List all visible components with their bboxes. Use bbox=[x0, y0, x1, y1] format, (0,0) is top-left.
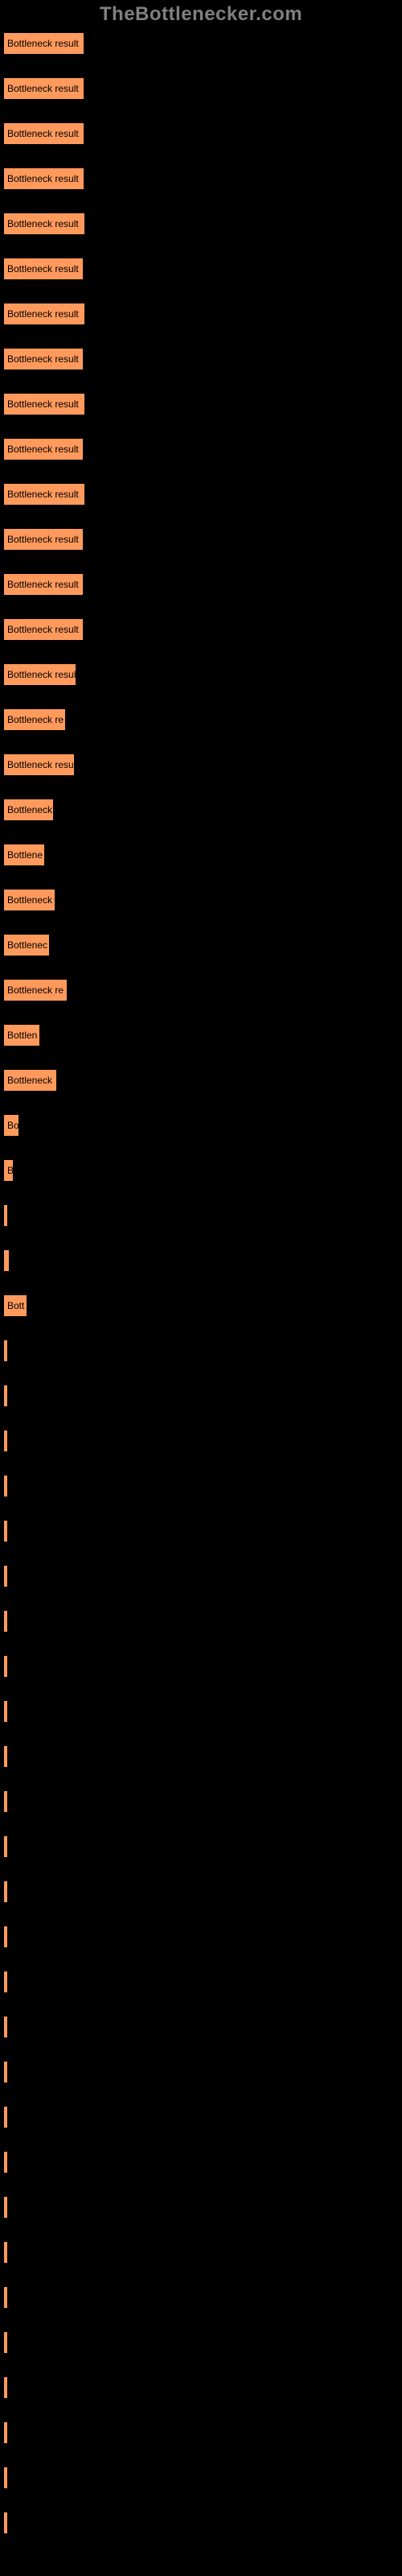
result-bar bbox=[3, 1204, 8, 1227]
result-bar bbox=[3, 1700, 8, 1723]
result-bar: Bottleneck result bbox=[3, 32, 84, 55]
bar-label: Bottleneck result bbox=[7, 218, 79, 229]
result-bar bbox=[3, 1475, 8, 1497]
result-bar: Bottleneck bbox=[3, 799, 54, 821]
result-bar: Bottleneck result bbox=[3, 483, 85, 506]
result-bar: Bottleneck bbox=[3, 889, 55, 911]
bar-label: Bottleneck result bbox=[7, 83, 79, 94]
result-bar bbox=[3, 1249, 10, 1272]
bar-label: Bottleneck result bbox=[7, 38, 79, 49]
result-bar: Bottleneck re bbox=[3, 708, 66, 731]
result-bar: B bbox=[3, 1159, 14, 1182]
result-bar bbox=[3, 1430, 8, 1452]
result-bar: Bottleneck result bbox=[3, 303, 85, 325]
result-bar bbox=[3, 1340, 8, 1362]
result-bar bbox=[3, 2512, 8, 2534]
result-bar: Bottlene bbox=[3, 844, 45, 866]
result-bar: Bottleneck result bbox=[3, 258, 84, 280]
bar-label: Bottleneck result bbox=[7, 444, 79, 455]
bar-label: Bottleneck result bbox=[7, 398, 79, 410]
result-bar: Bottleneck result bbox=[3, 528, 84, 551]
bar-label: Bottleneck result bbox=[7, 534, 79, 545]
result-bar bbox=[3, 1790, 8, 1813]
bar-label: Bottleneck result bbox=[7, 308, 79, 320]
result-bar: Bottleneck result bbox=[3, 122, 84, 145]
bar-label: Bottleneck result bbox=[7, 489, 79, 500]
bar-label: Bottleneck result bbox=[7, 669, 76, 680]
result-bar: Bottleneck resu bbox=[3, 753, 75, 776]
result-bar: Bottleneck result bbox=[3, 167, 84, 190]
result-bar bbox=[3, 1565, 8, 1587]
result-bar: Bottlen bbox=[3, 1024, 40, 1046]
result-bar: Bottleneck result bbox=[3, 393, 85, 415]
bar-label: Bottleneck re bbox=[7, 985, 64, 996]
result-bar bbox=[3, 2106, 8, 2128]
bar-label: Bottleneck re bbox=[7, 714, 64, 725]
result-bar bbox=[3, 2061, 8, 2083]
result-bar bbox=[3, 2467, 8, 2489]
result-bar bbox=[3, 1835, 8, 1858]
result-bar: Bottleneck result bbox=[3, 348, 84, 370]
bar-label: Bottleneck result bbox=[7, 173, 79, 184]
result-bar: Bottleneck re bbox=[3, 979, 68, 1001]
result-bar bbox=[3, 1385, 8, 1407]
bars-container: Bottleneck result Bottleneck result Bottle… bbox=[0, 32, 402, 2534]
result-bar bbox=[3, 2286, 8, 2309]
bar-label: Bottlenec bbox=[7, 939, 47, 951]
result-bar: Bo bbox=[3, 1114, 19, 1137]
result-bar bbox=[3, 1520, 8, 1542]
result-bar: Bottleneck result bbox=[3, 618, 84, 641]
result-bar: Bottleneck result bbox=[3, 663, 76, 686]
bar-label: Bott bbox=[7, 1300, 24, 1311]
result-bar bbox=[3, 2241, 8, 2264]
result-bar bbox=[3, 2016, 8, 2038]
result-bar bbox=[3, 2376, 8, 2399]
result-bar bbox=[3, 1745, 8, 1768]
bar-label: Bottleneck result bbox=[7, 263, 79, 275]
result-bar bbox=[3, 1971, 8, 1993]
site-logo: TheBottlenecker.com bbox=[0, 3, 402, 26]
bar-label: Bottleneck bbox=[7, 804, 52, 815]
bar-label: Bottleneck result bbox=[7, 624, 79, 635]
result-bar bbox=[3, 1655, 8, 1678]
bar-label: B bbox=[7, 1165, 14, 1176]
bar-label: Bottleneck result bbox=[7, 128, 79, 139]
result-bar bbox=[3, 1610, 8, 1633]
result-bar: Bottleneck result bbox=[3, 573, 84, 596]
result-bar bbox=[3, 1880, 8, 1903]
bar-label: Bottleneck bbox=[7, 1075, 52, 1086]
bar-label: Bottleneck result bbox=[7, 579, 79, 590]
result-bar bbox=[3, 2196, 8, 2219]
result-bar bbox=[3, 1926, 8, 1948]
result-bar bbox=[3, 2331, 8, 2354]
result-bar: Bottlenec bbox=[3, 934, 50, 956]
bar-label: Bottleneck bbox=[7, 894, 52, 906]
result-bar: Bottleneck result bbox=[3, 438, 84, 460]
bar-label: Bottlen bbox=[7, 1030, 37, 1041]
bar-label: Bottleneck result bbox=[7, 353, 79, 365]
bar-label: Bottleneck resu bbox=[7, 759, 74, 770]
result-bar: Bott bbox=[3, 1294, 27, 1317]
result-bar bbox=[3, 2421, 8, 2444]
bar-label: Bo bbox=[7, 1120, 19, 1131]
result-bar: Bottleneck bbox=[3, 1069, 57, 1092]
result-bar: Bottleneck result bbox=[3, 213, 85, 235]
result-bar bbox=[3, 2151, 8, 2174]
result-bar: Bottleneck result bbox=[3, 77, 84, 100]
bar-label: Bottlene bbox=[7, 849, 43, 861]
